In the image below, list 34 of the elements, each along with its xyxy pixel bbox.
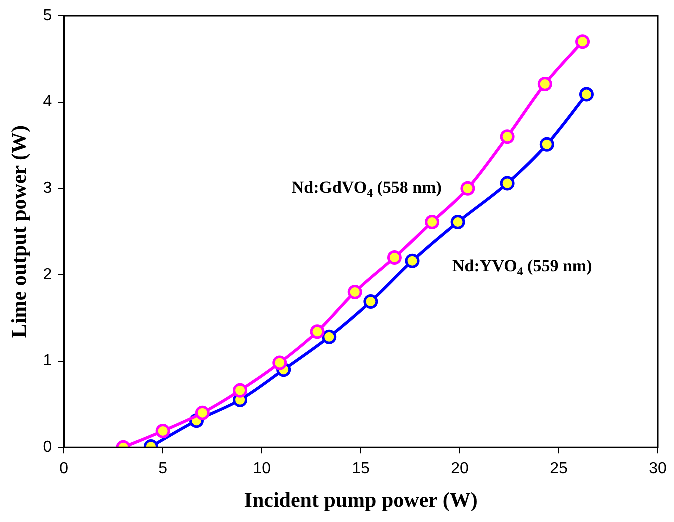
point	[156, 424, 170, 438]
point	[500, 176, 515, 191]
point	[387, 250, 402, 265]
x-tick-label: 20	[451, 460, 470, 478]
point	[322, 330, 337, 344]
x-tick-label: 30	[649, 460, 667, 478]
point	[195, 406, 210, 420]
point	[310, 324, 325, 340]
point	[576, 34, 590, 50]
point	[272, 356, 288, 370]
point	[450, 215, 466, 230]
point	[425, 215, 440, 230]
y-tick-label: 5	[43, 7, 52, 24]
y-tick-label: 2	[43, 266, 52, 284]
x-tick-label: 10	[253, 460, 272, 478]
x-tick-label: 25	[550, 460, 568, 478]
x-axis-title: Incident pump power (W)	[244, 488, 478, 512]
y-tick-label: 1	[43, 352, 52, 370]
y-tick-label: 3	[43, 180, 52, 198]
point	[460, 181, 476, 196]
point	[500, 130, 515, 144]
point	[579, 87, 594, 102]
x-tick-label: 0	[60, 460, 69, 478]
y-tick-label: 4	[43, 94, 52, 111]
x-tick-label: 15	[352, 460, 370, 478]
point	[233, 383, 248, 398]
y-tick-label: 0	[43, 439, 52, 456]
y-axis-title: Lime output power (W)	[7, 126, 32, 338]
point	[538, 76, 552, 92]
point	[348, 284, 362, 300]
point	[540, 137, 554, 152]
point	[364, 294, 378, 309]
point	[405, 254, 420, 268]
x-tick-label: 5	[158, 460, 168, 478]
